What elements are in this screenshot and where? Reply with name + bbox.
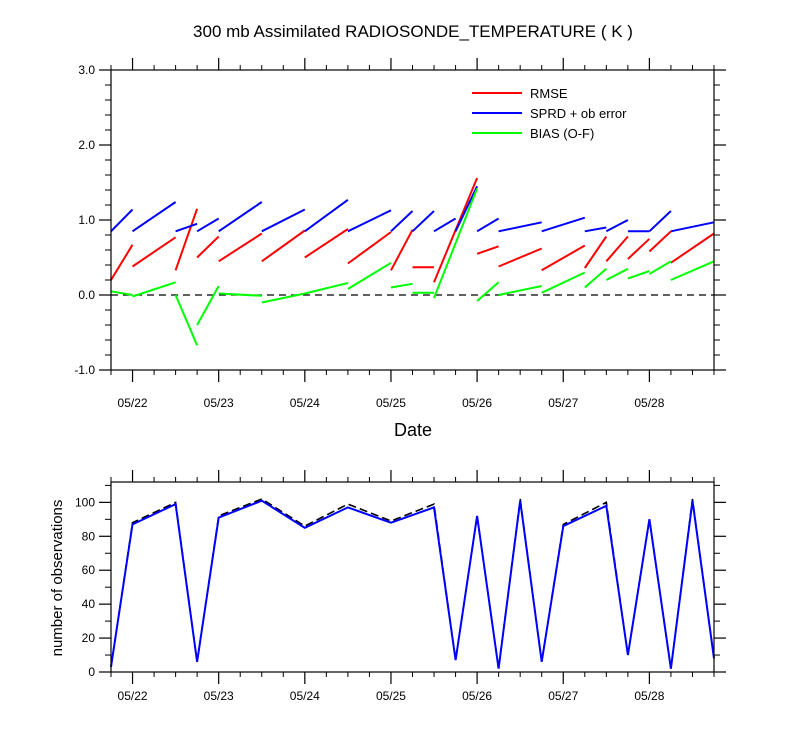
x-tick-label-3: 05/25: [376, 689, 406, 703]
series-2-line-12: [498, 285, 542, 296]
legend: RMSE SPRD + ob error BIAS (O-F): [472, 86, 627, 141]
series-1-line-8: [390, 210, 414, 233]
x-tick-label-5: 05/27: [548, 396, 578, 410]
series-2-line-15: [605, 267, 629, 281]
y-tick-label-3: 2.0: [78, 138, 95, 152]
series-2-line-3: [196, 285, 220, 326]
y-tick-label-4: 3.0: [78, 63, 95, 77]
series-1-line-0: [110, 208, 134, 233]
series-0-line-8: [390, 229, 414, 271]
series-2-line-13: [541, 271, 586, 294]
series-2: [110, 188, 715, 346]
series-0-line-18: [670, 232, 715, 264]
series-1-line-19: [670, 221, 715, 233]
x-tick-label-6: 05/28: [634, 396, 664, 410]
series-2-line-6: [304, 282, 349, 295]
series-1-line-13: [498, 221, 542, 233]
series-1-line-18: [648, 210, 672, 233]
series-2-line-5: [261, 292, 306, 304]
y-tick-label-4: 80: [82, 529, 96, 543]
series-2-line-1: [132, 281, 176, 298]
series-1-line-15: [584, 226, 607, 233]
series-0-line-16: [627, 238, 651, 260]
series-2-line-8: [390, 282, 413, 289]
y-tick-label-1: 20: [82, 631, 96, 645]
legend-label-0: RMSE: [530, 86, 568, 101]
x-tick-label-4: 05/26: [462, 396, 492, 410]
chart-title: 300 mb Assimilated RADIOSONDE_TEMPERATUR…: [193, 22, 633, 41]
series-1-line-11: [454, 185, 479, 232]
series-0-line-1: [131, 236, 177, 268]
series-1-line-12: [476, 217, 500, 233]
x-tick-label-1: 05/23: [204, 689, 234, 703]
series-1-line-1: [131, 201, 177, 233]
plot-frame: [110, 481, 715, 673]
x-tick-label-0: 05/22: [118, 689, 148, 703]
series-2-line-14: [584, 268, 607, 289]
series-2-line-16: [627, 270, 650, 280]
series-1-line-5: [261, 208, 306, 233]
observations-y-axis-label: number of observations: [49, 500, 66, 657]
series-0-line-5: [261, 229, 306, 263]
series-2-line-4: [218, 292, 262, 297]
series-0-line-0: [110, 244, 134, 281]
x-tick-label-3: 05/25: [376, 396, 406, 410]
y-tick-label-0: 0: [88, 665, 95, 679]
series-1-line-2: [175, 222, 198, 233]
series-0-line-0: [110, 498, 715, 669]
legend-label-2: BIAS (O-F): [530, 126, 594, 141]
x-tick-label-2: 05/24: [290, 689, 320, 703]
series-1-line-6: [304, 198, 349, 233]
series-2-line-10: [433, 188, 479, 299]
series-1-line-3: [196, 217, 220, 233]
series-2-line-7: [347, 261, 392, 290]
x-axis-label: Date: [394, 420, 432, 440]
series-1: [110, 185, 715, 233]
series-0-line-13: [541, 244, 586, 272]
x-tick-label-6: 05/28: [634, 689, 664, 703]
series-0-line-17: [648, 230, 672, 253]
series-1-line-16: [605, 219, 629, 233]
x-tick-label-5: 05/27: [548, 689, 578, 703]
series-0-line-15: [605, 235, 629, 262]
x-tick-label-1: 05/23: [204, 396, 234, 410]
series-1: [110, 499, 715, 669]
x-tick-label-0: 05/22: [118, 396, 148, 410]
series-0: [110, 498, 715, 669]
series-1-line-14: [541, 216, 586, 233]
series-0-line-2: [174, 208, 199, 271]
series-0-line-12: [498, 247, 543, 268]
legend-label-1: SPRD + ob error: [530, 106, 627, 121]
y-tick-label-3: 60: [82, 563, 96, 577]
series-0-line-3: [196, 235, 220, 259]
series-2-line-2: [174, 294, 199, 346]
series-0-line-7: [347, 231, 392, 265]
top-plot: 05/22 05/23 05/24 05/25 05/26 05/27 05/28 -1.0 0…: [74, 58, 726, 410]
series-1-line-10: [433, 217, 457, 233]
series-1-line-4: [218, 201, 263, 233]
series-2-line-11: [476, 281, 500, 302]
series-2-line-18: [670, 260, 715, 281]
series-1-line-7: [347, 209, 392, 233]
x-tick-label-4: 05/26: [462, 689, 492, 703]
series-2-line-0: [110, 290, 133, 296]
y-tick-label-0: -1.0: [74, 363, 95, 377]
series-0-line-4: [218, 232, 263, 263]
series-0-line-14: [583, 235, 608, 269]
y-tick-label-2: 40: [82, 597, 96, 611]
y-tick-label-2: 1.0: [78, 213, 95, 227]
series-1-line-9: [411, 210, 435, 233]
series-0-line-11: [476, 245, 499, 255]
x-tick-label-2: 05/24: [290, 396, 320, 410]
series-0-line-6: [304, 228, 349, 259]
bottom-plot: 05/22 05/23 05/24 05/25 05/26 05/27 05/28 0 20 40…: [75, 470, 726, 703]
series-1-line-0: [110, 499, 715, 669]
y-tick-label-1: 0.0: [78, 288, 95, 302]
series-2-line-17: [648, 260, 672, 275]
y-tick-label-5: 100: [75, 495, 95, 509]
